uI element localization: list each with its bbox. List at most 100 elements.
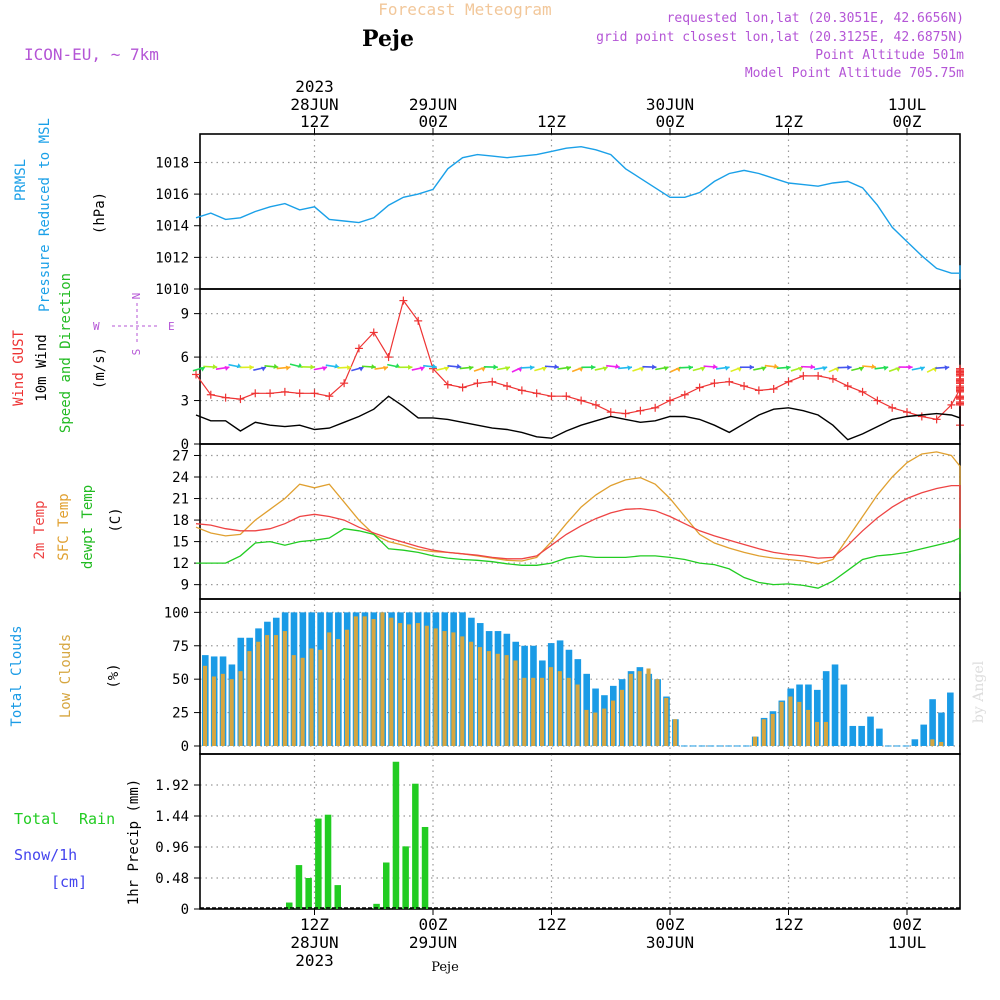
bottom-axis-label: 00Z bbox=[419, 915, 448, 934]
gust-label: Wind GUST bbox=[11, 330, 27, 406]
gust-marker bbox=[888, 403, 897, 412]
snow-unit: [cm] bbox=[51, 873, 87, 891]
wind-label: 10m Wind bbox=[34, 334, 50, 401]
y-tick-label: 0 bbox=[181, 437, 189, 453]
low-cloud-bar bbox=[451, 632, 456, 746]
gust-marker bbox=[310, 389, 319, 398]
low-cloud-bar bbox=[433, 628, 438, 746]
gust-marker bbox=[384, 353, 393, 362]
bottom-axis-label: 1JUL bbox=[888, 933, 927, 952]
wind-arrow bbox=[239, 364, 254, 370]
low-cloud-bar bbox=[575, 684, 580, 746]
gust-marker bbox=[651, 403, 660, 412]
bottom-axis-label: 00Z bbox=[893, 915, 922, 934]
top-axis-label: 12Z bbox=[537, 112, 566, 131]
gust-marker bbox=[577, 396, 586, 405]
wind-arrow bbox=[436, 366, 450, 372]
bottom-axis-label: 29JUN bbox=[409, 933, 457, 952]
panel-precipitation: 0 0.48 0.96 1.44 1.92 bbox=[155, 753, 961, 918]
low-cloud-bar bbox=[238, 671, 243, 746]
gust-marker bbox=[206, 390, 215, 399]
rain-bar bbox=[412, 783, 419, 909]
wind-arrow bbox=[655, 366, 669, 372]
wind-arrow bbox=[351, 366, 364, 372]
wind-arrow bbox=[544, 364, 559, 370]
gust-marker bbox=[828, 374, 837, 383]
low-cloud-bar bbox=[282, 631, 287, 746]
y-tick-label: 0 bbox=[181, 902, 189, 918]
gust-marker bbox=[932, 415, 941, 424]
low-cloud-bar bbox=[424, 625, 429, 746]
gust-marker bbox=[740, 382, 749, 391]
wind-arrow bbox=[776, 365, 791, 371]
gust-marker bbox=[340, 379, 349, 388]
low-cloud-bar bbox=[318, 649, 323, 746]
wind-arrow bbox=[703, 364, 718, 370]
wind-arrow bbox=[411, 366, 425, 372]
low-cloud-bar bbox=[557, 671, 562, 746]
wind-arrow bbox=[337, 365, 352, 371]
compass-n-label: N bbox=[130, 293, 143, 300]
low-cloud-bar bbox=[460, 636, 465, 746]
gust-marker bbox=[621, 409, 630, 418]
temp2m-line bbox=[195, 484, 961, 560]
wind-arrow bbox=[203, 364, 218, 370]
gust-marker bbox=[799, 371, 808, 380]
gust-line bbox=[195, 299, 961, 426]
wind-arrow bbox=[496, 366, 511, 372]
top-axis-label: 2023 bbox=[295, 77, 334, 96]
y-tick-label: 1.92 bbox=[155, 778, 189, 794]
y-tick-label: 12 bbox=[172, 556, 189, 572]
wind-arrow bbox=[642, 364, 657, 370]
panel-wind: 0 3 6 9 bbox=[181, 288, 961, 453]
wind-arrow bbox=[534, 366, 547, 372]
pressure-label-1: PRMSL bbox=[13, 159, 29, 201]
gust-marker bbox=[280, 387, 289, 396]
gust-marker bbox=[369, 328, 378, 337]
bottom-axis-label: 30JUN bbox=[646, 933, 694, 952]
wind-arrow bbox=[447, 363, 462, 369]
low-cloud-bar bbox=[522, 677, 527, 746]
rain-bar bbox=[402, 846, 409, 909]
low-cloud-bar bbox=[619, 689, 624, 746]
compass-e-label: E bbox=[168, 320, 175, 333]
bottom-axis-label: 12Z bbox=[774, 915, 803, 934]
low-cloud-bar bbox=[628, 673, 633, 746]
bottom-axis-label: 28JUN bbox=[290, 933, 338, 952]
model-name: ICON-EU, ~ 7km bbox=[24, 45, 159, 64]
low-cloud-bar bbox=[327, 632, 332, 746]
gust-marker bbox=[399, 296, 408, 305]
low-cloud-bar bbox=[566, 677, 571, 746]
bottom-axis-label: 2023 bbox=[295, 951, 334, 970]
temp2m-label: 2m Temp bbox=[32, 500, 48, 559]
wind-arrow bbox=[862, 363, 877, 370]
pressure-label-2: Pressure Reduced to MSL bbox=[37, 118, 53, 312]
wind-arrow bbox=[228, 363, 242, 369]
total-cloud-bar bbox=[858, 725, 865, 746]
low-cloud-bar bbox=[540, 677, 545, 746]
y-tick-label: 6 bbox=[181, 350, 189, 366]
y-tick-label: 50 bbox=[172, 672, 189, 688]
gust-marker bbox=[414, 316, 423, 325]
panel-frame bbox=[199, 753, 961, 910]
gust-marker bbox=[666, 396, 674, 405]
low-cloud-bar bbox=[469, 641, 474, 746]
y-tick-label: 1010 bbox=[155, 282, 189, 298]
low-cloud-bar bbox=[939, 741, 944, 746]
low-cloud-bar bbox=[406, 624, 412, 746]
rain-bar bbox=[373, 903, 380, 909]
dewpt-label: dewpt Temp bbox=[80, 485, 96, 569]
wind-arrow bbox=[790, 366, 804, 372]
gust-marker bbox=[680, 390, 689, 399]
requested-coords: requested lon,lat (20.3051E, 42.6656N) bbox=[667, 11, 964, 26]
low-cloud-bar bbox=[761, 719, 766, 746]
low-cloud-bar bbox=[477, 647, 483, 746]
low-cloud-bar bbox=[265, 635, 270, 746]
chart-title: Forecast Meteogram bbox=[378, 0, 551, 19]
gust-marker bbox=[769, 384, 778, 393]
y-tick-label: 9 bbox=[181, 578, 189, 594]
low-cloud-bar bbox=[788, 696, 793, 746]
low-cloud-bar bbox=[779, 701, 784, 746]
